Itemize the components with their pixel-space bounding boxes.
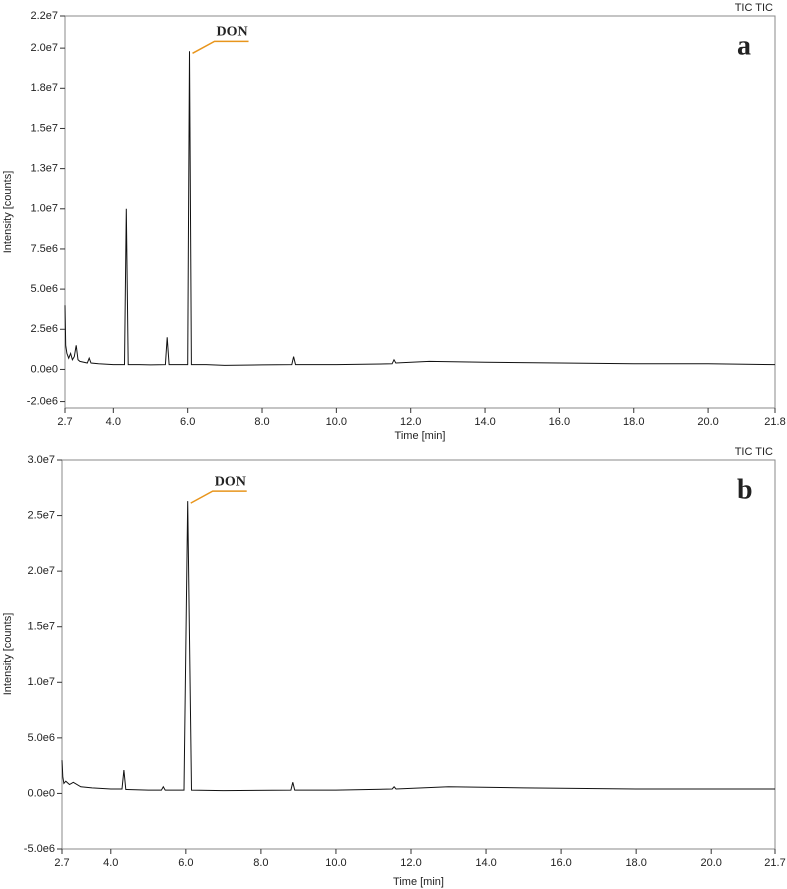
y-tick-label: 0.0e0: [27, 787, 55, 799]
x-tick-label: 14.0: [474, 416, 495, 428]
panel-label: a: [737, 30, 751, 61]
x-tick-label: 20.0: [697, 416, 718, 428]
annotation-text: DON: [217, 25, 248, 40]
x-tick-label: 10.0: [326, 416, 347, 428]
x-tick-label: 16.0: [550, 857, 571, 869]
y-tick-label: -2.0e6: [27, 395, 58, 407]
panel-label: b: [737, 474, 753, 505]
y-tick-label: 3.0e7: [27, 454, 55, 466]
y-tick-label: 2.0e7: [27, 565, 55, 577]
annotation-leader: [190, 490, 247, 504]
y-tick-label: -5.0e6: [24, 843, 55, 855]
x-tick-label: 6.0: [178, 857, 193, 869]
corner-text: TIC TIC: [735, 446, 773, 458]
trace-line: [61, 501, 775, 792]
x-tick-label: 12.0: [400, 416, 421, 428]
x-tick-label: 21.8: [764, 416, 785, 428]
chart-panel: 3.0e7 2.5e7 2.0e7 1.5e7 1.0e7 5.0e6 0.0e0 -5.0e…: [2, 446, 786, 888]
y-tick-label: 1.0e7: [27, 676, 55, 688]
x-tick-label: 2.7: [57, 416, 72, 428]
annotation-text: DON: [215, 474, 246, 489]
y-tick-label: 5.0e6: [30, 283, 58, 295]
x-tick-label: 12.0: [400, 857, 421, 869]
x-tick-label: 14.0: [475, 857, 496, 869]
y-axis-label: Intensity [counts]: [2, 613, 14, 696]
y-tick-label: 0.0e0: [30, 363, 58, 375]
y-tick-label: 1.5e7: [30, 122, 58, 134]
y-tick-label: 7.5e6: [30, 243, 58, 255]
x-tick-label: 6.0: [180, 416, 195, 428]
x-tick-label: 4.0: [106, 416, 121, 428]
x-tick-label: 10.0: [325, 857, 346, 869]
y-tick-label: 2.5e7: [27, 509, 55, 521]
x-tick-label: 4.0: [103, 857, 118, 869]
y-tick-label: 1.0e7: [30, 203, 58, 215]
plot-frame: [61, 459, 776, 850]
y-tick-label: 1.8e7: [30, 82, 58, 94]
chart-panel: 2.2e7 2.0e7 1.8e7 1.5e7 1.3e7 1.0e7 7.5e6 5.0e6…: [2, 2, 786, 442]
x-tick-label: 20.0: [700, 857, 721, 869]
x-tick-label: 16.0: [549, 416, 570, 428]
annotation-leader: [192, 40, 249, 55]
y-tick-label: 2.0e7: [30, 42, 58, 54]
x-tick-label: 8.0: [254, 416, 269, 428]
y-tick-label: 2.2e7: [30, 10, 58, 22]
x-axis-label: Time [min]: [393, 876, 444, 888]
y-tick-label: 1.3e7: [30, 163, 58, 175]
y-axis-label: Intensity [counts]: [2, 171, 14, 254]
trace-line: [64, 51, 776, 366]
y-tick-label: 1.5e7: [27, 621, 55, 633]
x-tick-label: 21.7: [764, 857, 785, 869]
corner-text: TIC TIC: [735, 2, 773, 14]
plot-frame: [64, 15, 776, 409]
x-tick-label: 18.0: [625, 857, 646, 869]
x-tick-label: 8.0: [253, 857, 268, 869]
x-axis-label: Time [min]: [395, 430, 446, 442]
y-tick-label: 5.0e6: [27, 732, 55, 744]
x-tick-label: 2.7: [54, 857, 69, 869]
x-tick-label: 18.0: [623, 416, 644, 428]
y-tick-label: 2.5e6: [30, 323, 58, 335]
